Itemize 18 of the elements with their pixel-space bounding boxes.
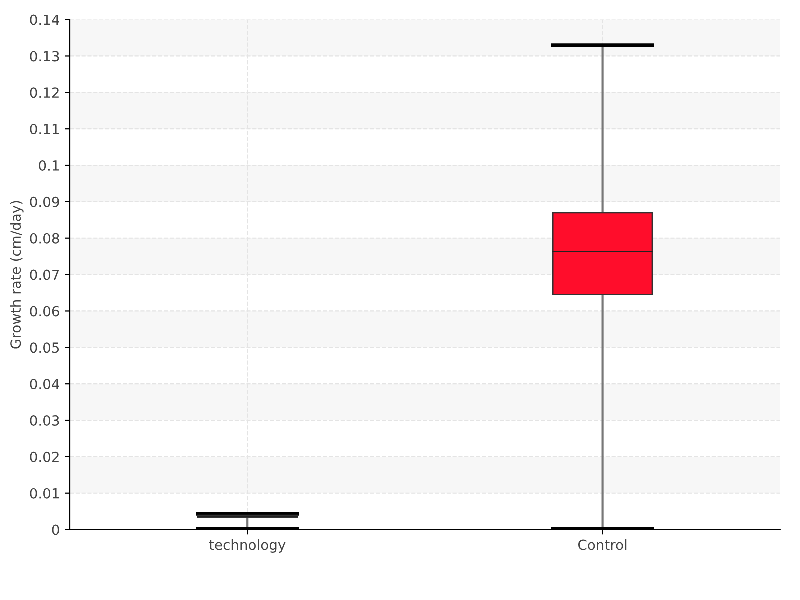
y-tick-label: 0.12 [30, 88, 59, 98]
y-tick-label: 0.09 [30, 196, 60, 208]
x-tick-label: Control [578, 540, 627, 550]
y-tick-label: 0 [52, 524, 60, 536]
y-tick-label: 0.13 [30, 51, 60, 62]
y-tick-label: 0.14 [30, 14, 60, 26]
y-tick-label: 0.07 [30, 270, 60, 280]
y-tick-label: 0.11 [30, 124, 59, 135]
y-tick-label: 0.04 [30, 379, 60, 390]
y-tick-label: 0.02 [30, 452, 59, 462]
y-tick-label: 0.08 [30, 233, 60, 244]
y-tick-label: 0.1 [39, 160, 59, 171]
y-tick-label: 0.05 [30, 342, 60, 354]
y-tick-label: 0.06 [30, 306, 60, 317]
x-tick-label: technology [209, 540, 286, 553]
y-tick-label: 0.01 [30, 488, 59, 499]
y-axis-title: Growth rate (cm/day) [10, 201, 24, 349]
y-tick-label: 0.03 [30, 415, 60, 426]
